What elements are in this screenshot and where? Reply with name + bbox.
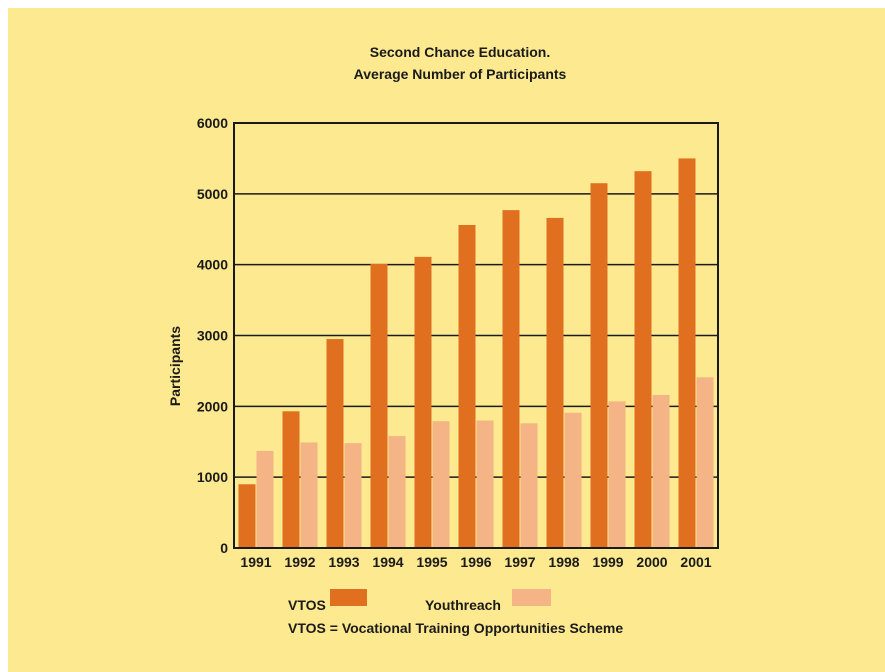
x-tick-label: 1991 [240, 554, 271, 570]
bar-youthreach-1994 [389, 436, 406, 548]
bars [239, 158, 714, 548]
chart-title: Second Chance Education. [370, 44, 550, 60]
bar-youthreach-1999 [609, 401, 626, 548]
bar-youthreach-1995 [433, 421, 450, 548]
y-tick-label: 6000 [197, 115, 228, 131]
bar-vtos-1994 [371, 264, 388, 548]
y-tick-label: 1000 [197, 469, 228, 485]
x-tick-label: 1992 [284, 554, 315, 570]
y-axis-label: Participants [167, 326, 183, 406]
x-tick-label: 1994 [372, 554, 403, 570]
legend: VTOS Youthreach VTOS = Vocational Traini… [288, 589, 623, 636]
bar-youthreach-1993 [345, 443, 362, 548]
y-tick-label: 0 [220, 540, 228, 556]
y-tick-label: 4000 [197, 257, 228, 273]
x-tick-label: 2000 [636, 554, 667, 570]
bar-vtos-1993 [327, 339, 344, 548]
bar-vtos-1997 [503, 210, 520, 548]
legend-swatch-vtos [330, 589, 367, 606]
bar-vtos-1995 [415, 257, 432, 548]
bar-vtos-1992 [283, 411, 300, 548]
bar-vtos-2001 [679, 158, 696, 548]
bar-youthreach-1991 [257, 451, 274, 548]
bar-youthreach-2000 [653, 395, 670, 548]
legend-footnote: VTOS = Vocational Training Opportunities… [288, 620, 623, 636]
chart-panel: Second Chance Education. Average Number … [8, 8, 885, 672]
x-tick-label: 1996 [460, 554, 491, 570]
bar-youthreach-1998 [565, 413, 582, 548]
legend-label-vtos: VTOS [288, 597, 326, 613]
x-tick-label: 1995 [416, 554, 447, 570]
x-tick-label: 1997 [504, 554, 535, 570]
chart: Second Chance Education. Average Number … [8, 8, 885, 672]
x-tick-label: 2001 [680, 554, 711, 570]
legend-label-youthreach: Youthreach [425, 597, 501, 613]
bar-vtos-1999 [591, 183, 608, 548]
y-tick-label: 3000 [197, 328, 228, 344]
legend-swatch-youthreach [512, 589, 551, 606]
bar-youthreach-1992 [301, 442, 318, 548]
bar-youthreach-2001 [697, 377, 714, 548]
y-tick-label: 2000 [197, 398, 228, 414]
bar-youthreach-1997 [521, 423, 538, 548]
y-tick-label: 5000 [197, 186, 228, 202]
x-tick-label: 1999 [592, 554, 623, 570]
chart-subtitle: Average Number of Participants [354, 66, 567, 82]
x-tick-label: 1998 [548, 554, 579, 570]
bar-youthreach-1996 [477, 421, 494, 549]
bar-vtos-1996 [459, 225, 476, 548]
x-tick-label: 1993 [328, 554, 359, 570]
bar-vtos-1991 [239, 484, 256, 548]
bar-vtos-2000 [635, 171, 652, 548]
bar-vtos-1998 [547, 218, 564, 548]
